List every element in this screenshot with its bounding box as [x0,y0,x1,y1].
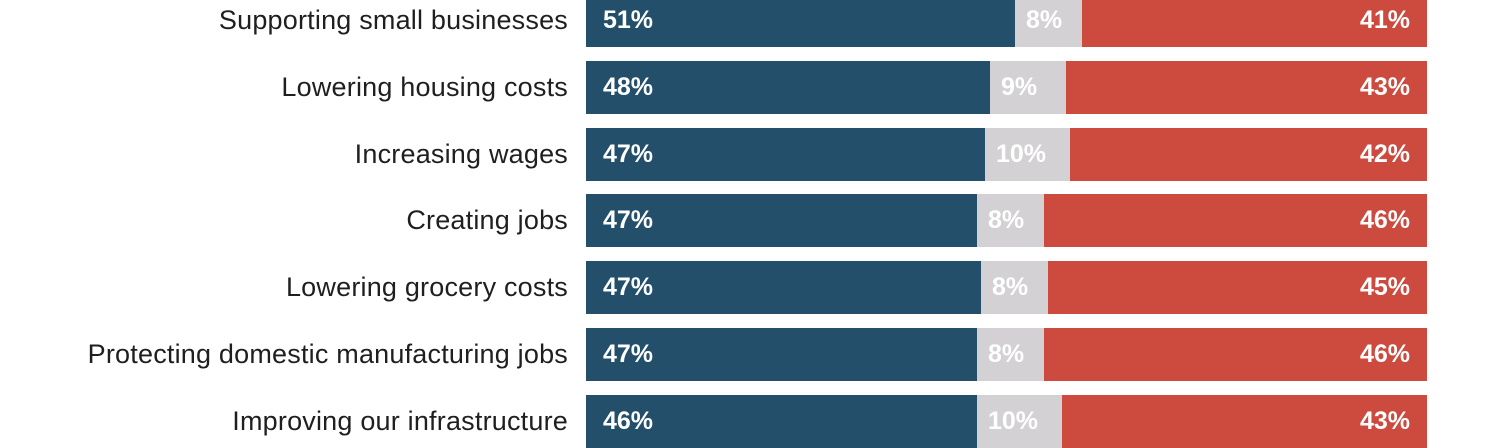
chart-row: Protecting domestic manufacturing jobs 47… [0,328,1500,381]
bar-segment-left: 47% [586,261,981,314]
chart-row: Increasing wages 47% 10% 42% [0,128,1500,181]
stacked-bar: 47% 10% 42% [586,128,1427,181]
category-label: Supporting small businesses [218,5,568,35]
data-label: 41% [1359,6,1410,34]
data-label: 8% [988,340,1025,368]
chart-row: Creating jobs 47% 8% 46% [0,194,1500,247]
bar-segment-left: 47% [586,328,977,381]
bar-segment-mid: 8% [977,194,1044,247]
bar-segment-mid: 8% [1015,0,1082,47]
bar-segment-mid: 10% [977,395,1062,448]
data-label: 46% [1359,340,1410,368]
data-label: 48% [603,73,654,101]
bar-segment-right: 46% [1044,328,1427,381]
bar-segment-mid: 9% [990,61,1066,114]
category-label: Lowering housing costs [281,72,568,102]
bar-segment-right: 45% [1048,261,1427,314]
stacked-bar: 47% 8% 45% [586,261,1427,314]
bar-segment-left: 47% [586,194,977,247]
bar-segment-right: 43% [1066,61,1427,114]
stacked-bar: 51% 8% 41% [586,0,1427,47]
chart-row: Lowering grocery costs 47% 8% 45% [0,261,1500,314]
category-label: Protecting domestic manufacturing jobs [87,339,568,369]
category-label: Creating jobs [406,205,568,235]
bar-segment-right: 43% [1062,395,1427,448]
stacked-bar: 48% 9% 43% [586,61,1427,114]
bar-segment-mid: 8% [981,261,1048,314]
data-label: 47% [603,273,654,301]
bar-segment-mid: 8% [977,328,1044,381]
data-label: 45% [1359,273,1410,301]
chart-row: Supporting small businesses 51% 8% 41% [0,0,1500,47]
category-label: Increasing wages [354,139,568,169]
bar-segment-left: 51% [586,0,1015,47]
stacked-bar: 46% 10% 43% [586,395,1427,448]
data-label: 10% [988,407,1039,435]
category-label: Improving our infrastructure [232,406,568,436]
stacked-bar: 47% 8% 46% [586,328,1427,381]
data-label: 43% [1359,73,1410,101]
bar-segment-right: 42% [1070,128,1427,181]
bar-segment-right: 41% [1082,0,1427,47]
data-label: 43% [1359,407,1410,435]
data-label: 51% [603,6,654,34]
category-label: Lowering grocery costs [285,272,568,302]
bar-segment-mid: 10% [985,128,1070,181]
data-label: 42% [1359,140,1410,168]
data-label: 47% [603,206,654,234]
data-label: 46% [603,407,654,435]
bar-segment-right: 46% [1044,194,1427,247]
data-label: 8% [1026,6,1063,34]
data-label: 8% [988,206,1025,234]
data-label: 47% [603,140,654,168]
data-label: 47% [603,340,654,368]
data-label: 9% [1001,73,1038,101]
data-label: 46% [1359,206,1410,234]
chart-row: Improving our infrastructure 46% 10% 43% [0,395,1500,448]
chart-row: Lowering housing costs 48% 9% 43% [0,61,1500,114]
bar-segment-left: 48% [586,61,990,114]
bar-segment-left: 46% [586,395,977,448]
data-label: 8% [992,273,1029,301]
bar-segment-left: 47% [586,128,985,181]
data-label: 10% [996,140,1047,168]
stacked-bar: 47% 8% 46% [586,194,1427,247]
